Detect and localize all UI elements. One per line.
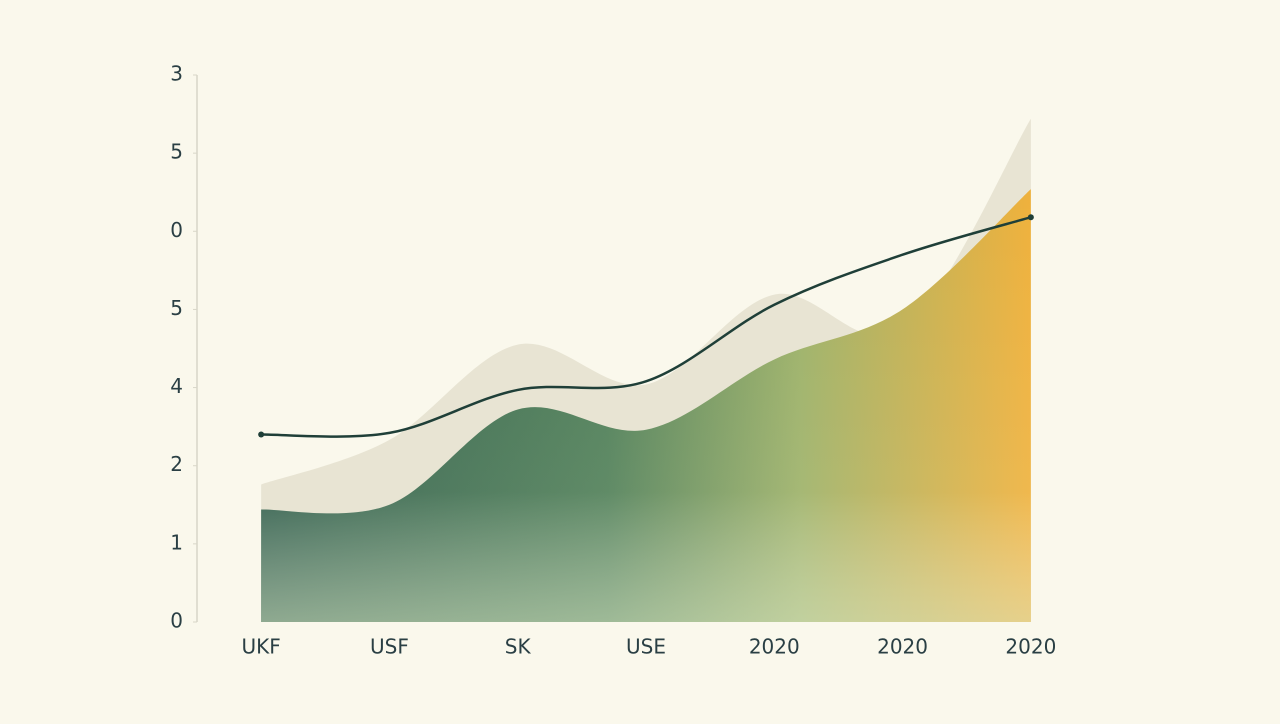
x-tick-label: USF	[370, 635, 409, 659]
x-tick-label: 2020	[749, 635, 800, 659]
line-end	[1027, 214, 1034, 221]
x-tick-label: UKF	[242, 635, 281, 659]
y-tick-label: 0	[170, 218, 183, 242]
x-tick-label: USE	[626, 635, 666, 659]
y-tick-label: 2	[170, 452, 183, 476]
x-tick-label: SK	[505, 635, 532, 659]
line	[261, 216, 1032, 438]
x-tick-label: 2020	[877, 635, 928, 659]
y-tick-label: 5	[170, 140, 183, 164]
y-tick-label: 5	[170, 296, 183, 320]
x-tick-label: 2020	[1005, 635, 1056, 659]
y-tick-label: 0	[170, 609, 183, 633]
area-fade	[261, 189, 1031, 623]
y-tick-label: 1	[170, 530, 183, 554]
y-tick-label: 3	[170, 62, 183, 86]
line-end	[258, 431, 265, 438]
y-tick-label: 4	[170, 374, 183, 398]
